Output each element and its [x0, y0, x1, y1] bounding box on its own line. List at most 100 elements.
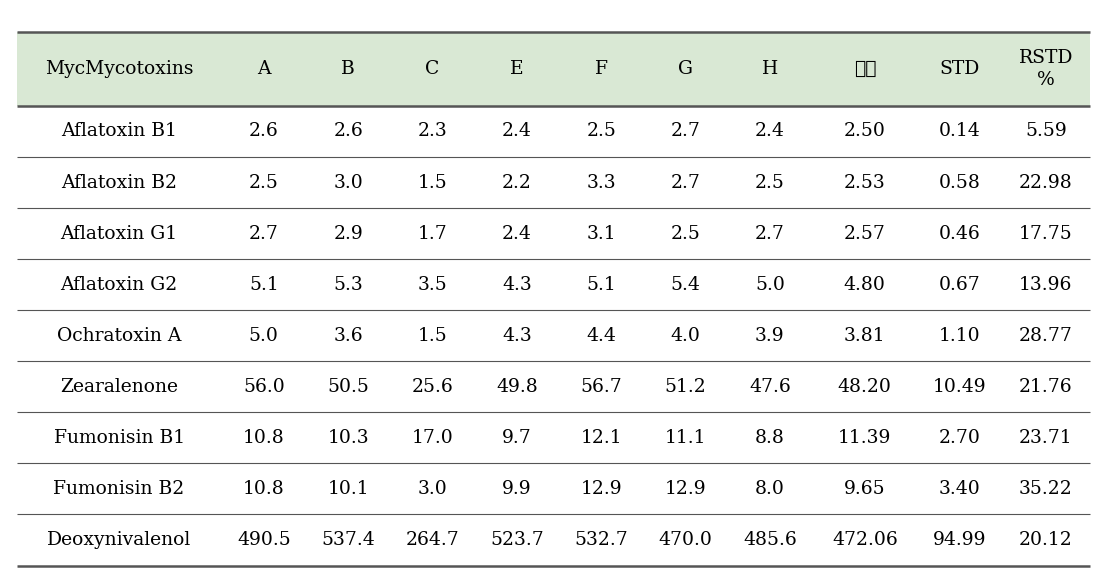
Bar: [17, 259, 1090, 310]
Text: 470.0: 470.0: [658, 531, 713, 549]
Text: 10.1: 10.1: [328, 480, 368, 498]
Text: 20.12: 20.12: [1019, 531, 1073, 549]
Text: 51.2: 51.2: [665, 378, 706, 396]
Text: 5.0: 5.0: [754, 276, 785, 293]
Text: 9.65: 9.65: [844, 480, 886, 498]
Text: 13.96: 13.96: [1019, 276, 1072, 293]
Text: 4.3: 4.3: [502, 327, 532, 345]
Text: 1.7: 1.7: [418, 224, 448, 242]
Text: 11.39: 11.39: [838, 429, 891, 447]
Text: 9.7: 9.7: [502, 429, 532, 447]
Text: Aflatoxin G1: Aflatoxin G1: [61, 224, 178, 242]
Text: 10.3: 10.3: [328, 429, 368, 447]
Text: 472.06: 472.06: [832, 531, 898, 549]
Text: RSTD
%: RSTD %: [1018, 49, 1073, 89]
Text: 9.9: 9.9: [502, 480, 532, 498]
Text: 10.8: 10.8: [243, 429, 285, 447]
Text: Aflatoxin B2: Aflatoxin B2: [61, 173, 178, 191]
Text: 2.7: 2.7: [249, 224, 279, 242]
Bar: [17, 106, 1090, 157]
Text: 56.0: 56.0: [243, 378, 285, 396]
Text: 2.9: 2.9: [333, 224, 363, 242]
Text: 21.76: 21.76: [1019, 378, 1072, 396]
Text: 94.99: 94.99: [933, 531, 986, 549]
Text: 49.8: 49.8: [496, 378, 537, 396]
Text: 2.6: 2.6: [333, 122, 363, 140]
Text: 490.5: 490.5: [237, 531, 290, 549]
Text: 17.0: 17.0: [411, 429, 453, 447]
Text: 4.80: 4.80: [844, 276, 886, 293]
Text: A: A: [257, 60, 270, 78]
Text: C: C: [426, 60, 440, 78]
Text: F: F: [595, 60, 608, 78]
Text: 2.53: 2.53: [844, 173, 886, 191]
Text: 8.0: 8.0: [754, 480, 785, 498]
Text: 3.5: 3.5: [418, 276, 448, 293]
Text: B: B: [341, 60, 355, 78]
Bar: [17, 32, 1090, 106]
Text: 537.4: 537.4: [321, 531, 375, 549]
Text: 12.1: 12.1: [580, 429, 622, 447]
Text: 8.8: 8.8: [754, 429, 785, 447]
Bar: [17, 361, 1090, 412]
Text: Aflatoxin B1: Aflatoxin B1: [61, 122, 176, 140]
Text: 2.70: 2.70: [939, 429, 981, 447]
Text: 2.5: 2.5: [249, 173, 279, 191]
Text: 10.49: 10.49: [933, 378, 986, 396]
Text: STD: STD: [940, 60, 979, 78]
Text: 22.98: 22.98: [1019, 173, 1073, 191]
Text: 50.5: 50.5: [328, 378, 370, 396]
Text: 1.5: 1.5: [418, 173, 448, 191]
Text: Deoxynivalenol: Deoxynivalenol: [47, 531, 191, 549]
Text: 0.46: 0.46: [939, 224, 981, 242]
Text: 28.77: 28.77: [1019, 327, 1073, 345]
Text: 0.67: 0.67: [939, 276, 981, 293]
Bar: [17, 514, 1090, 566]
Text: 12.9: 12.9: [580, 480, 622, 498]
Text: H: H: [762, 60, 778, 78]
Text: 17.75: 17.75: [1019, 224, 1073, 242]
Text: 5.0: 5.0: [249, 327, 279, 345]
Text: 2.3: 2.3: [418, 122, 448, 140]
Text: 10.8: 10.8: [243, 480, 285, 498]
Bar: [17, 463, 1090, 514]
Text: Aflatoxin G2: Aflatoxin G2: [61, 276, 178, 293]
Text: 56.7: 56.7: [580, 378, 622, 396]
Text: Ochratoxin A: Ochratoxin A: [57, 327, 181, 345]
Text: 0.14: 0.14: [939, 122, 981, 140]
Text: 25.6: 25.6: [411, 378, 453, 396]
Text: 5.59: 5.59: [1025, 122, 1067, 140]
Text: 5.3: 5.3: [333, 276, 363, 293]
Text: 11.1: 11.1: [665, 429, 706, 447]
Text: 5.1: 5.1: [249, 276, 279, 293]
Text: 3.0: 3.0: [333, 173, 363, 191]
Text: 2.4: 2.4: [502, 224, 532, 242]
Text: 2.57: 2.57: [844, 224, 886, 242]
Text: Fumonisin B2: Fumonisin B2: [53, 480, 184, 498]
Text: 2.5: 2.5: [671, 224, 700, 242]
Text: 48.20: 48.20: [838, 378, 891, 396]
Text: 3.40: 3.40: [939, 480, 981, 498]
Text: 4.4: 4.4: [587, 327, 617, 345]
Text: 1.10: 1.10: [939, 327, 981, 345]
Text: 2.4: 2.4: [754, 122, 785, 140]
Bar: [17, 310, 1090, 361]
Text: 2.7: 2.7: [754, 224, 785, 242]
Bar: [17, 208, 1090, 259]
Text: 2.5: 2.5: [587, 122, 617, 140]
Text: 3.3: 3.3: [587, 173, 615, 191]
Text: Zearalenone: Zearalenone: [60, 378, 178, 396]
Text: 2.5: 2.5: [754, 173, 785, 191]
Text: 485.6: 485.6: [743, 531, 796, 549]
Text: MycMycotoxins: MycMycotoxins: [45, 60, 193, 78]
Text: 4.3: 4.3: [502, 276, 532, 293]
Text: 평균: 평균: [854, 60, 876, 78]
Text: E: E: [510, 60, 524, 78]
Text: 2.7: 2.7: [671, 122, 700, 140]
Text: 4.0: 4.0: [671, 327, 700, 345]
Text: 47.6: 47.6: [749, 378, 791, 396]
Text: 2.4: 2.4: [502, 122, 532, 140]
Text: 2.7: 2.7: [671, 173, 700, 191]
Text: 2.2: 2.2: [502, 173, 532, 191]
Text: 3.9: 3.9: [756, 327, 784, 345]
